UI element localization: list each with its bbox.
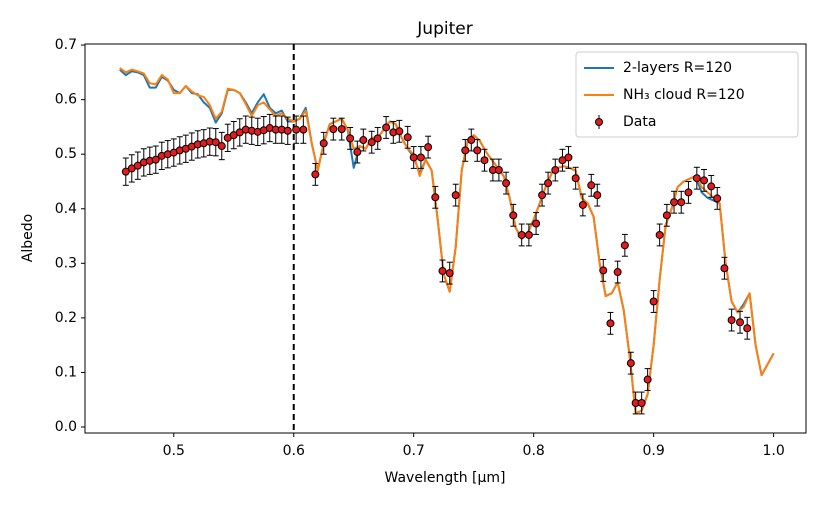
y-tick-label: 0.1 — [55, 364, 77, 380]
data-point — [587, 181, 596, 190]
data-point — [593, 191, 602, 200]
plot-area — [119, 44, 775, 433]
data-point — [431, 193, 440, 202]
data-point — [480, 156, 489, 165]
data-point — [451, 191, 460, 200]
data-point — [684, 188, 693, 197]
data-point — [502, 179, 511, 188]
x-tick-label: 0.9 — [643, 443, 665, 459]
data-point — [517, 230, 526, 239]
data-point — [655, 230, 664, 239]
data-point — [346, 134, 355, 143]
data-point — [677, 198, 686, 207]
y-axis-label: Albedo — [20, 214, 36, 262]
data-point — [461, 146, 470, 155]
data-point — [329, 125, 338, 134]
y-tick-label: 0.2 — [55, 310, 77, 326]
legend-marker — [595, 118, 603, 126]
data-point — [473, 146, 482, 155]
y-tick-label: 0.7 — [55, 37, 77, 53]
data-point — [662, 211, 671, 220]
legend-box — [575, 51, 799, 138]
data-point — [416, 153, 425, 162]
y-tick-label: 0.5 — [55, 146, 77, 162]
data-point — [217, 142, 226, 151]
data-point — [700, 176, 709, 185]
data-point — [544, 179, 553, 188]
axes-frame — [84, 43, 807, 434]
chart-title: Jupiter — [416, 19, 472, 39]
data-point — [121, 167, 130, 176]
data-point — [649, 297, 658, 306]
data-point — [551, 166, 560, 175]
y-tick-label: 0.4 — [55, 201, 77, 217]
data-point — [438, 266, 447, 275]
data-point — [613, 268, 622, 277]
data-point — [626, 359, 635, 368]
data-point — [743, 324, 752, 333]
data-point — [211, 138, 220, 147]
data-point — [727, 316, 736, 325]
y-tick-label: 0.0 — [55, 419, 77, 435]
data-point — [707, 182, 716, 191]
legend: 2-layers R=120 NH₃ cloud R=120 Data — [575, 51, 799, 138]
data-point — [359, 136, 368, 145]
y-tick-label: 0.6 — [55, 92, 77, 108]
legend-label: 2-layers R=120 — [623, 60, 732, 76]
x-tick-label: 0.8 — [523, 443, 545, 459]
data-point — [538, 191, 547, 200]
x-tick-label: 0.5 — [163, 443, 185, 459]
y-tick-label: 0.3 — [55, 255, 77, 271]
data-point — [409, 153, 418, 162]
data-point — [643, 375, 652, 384]
x-tick-label: 1.0 — [762, 443, 784, 459]
data-point — [311, 170, 320, 179]
data-point — [670, 198, 679, 207]
data-point — [283, 126, 292, 135]
data-point — [571, 174, 580, 183]
data-point — [736, 318, 745, 327]
data-point — [424, 143, 433, 152]
data-point — [578, 200, 587, 209]
data-point — [445, 269, 454, 278]
data-point — [353, 148, 362, 157]
data-point — [292, 125, 301, 134]
data-point — [467, 136, 476, 145]
data-point — [692, 174, 701, 183]
x-tick-label: 0.6 — [283, 443, 305, 459]
x-axis-label: Wavelength [μm] — [385, 470, 506, 486]
legend-label: NH₃ cloud R=120 — [623, 87, 745, 103]
data-point — [403, 133, 412, 142]
data-point — [524, 230, 533, 239]
x-tick-label: 0.7 — [403, 443, 425, 459]
data-point — [494, 166, 503, 175]
data-point — [564, 153, 573, 162]
data-point — [713, 194, 722, 203]
data-point — [620, 241, 629, 250]
data-point — [509, 211, 518, 220]
data-point — [299, 125, 308, 134]
data-point — [720, 264, 729, 273]
data-point — [151, 155, 160, 164]
data-point — [373, 134, 382, 143]
data-point — [395, 127, 404, 136]
data-point — [337, 125, 346, 134]
data-point — [133, 161, 142, 170]
data-point — [637, 398, 646, 407]
data-point — [532, 219, 541, 228]
data-point — [319, 139, 328, 148]
data-point — [367, 138, 376, 147]
data-point — [382, 123, 391, 132]
legend-label: Data — [623, 114, 656, 130]
data-point — [606, 319, 615, 328]
data-point — [599, 266, 608, 275]
